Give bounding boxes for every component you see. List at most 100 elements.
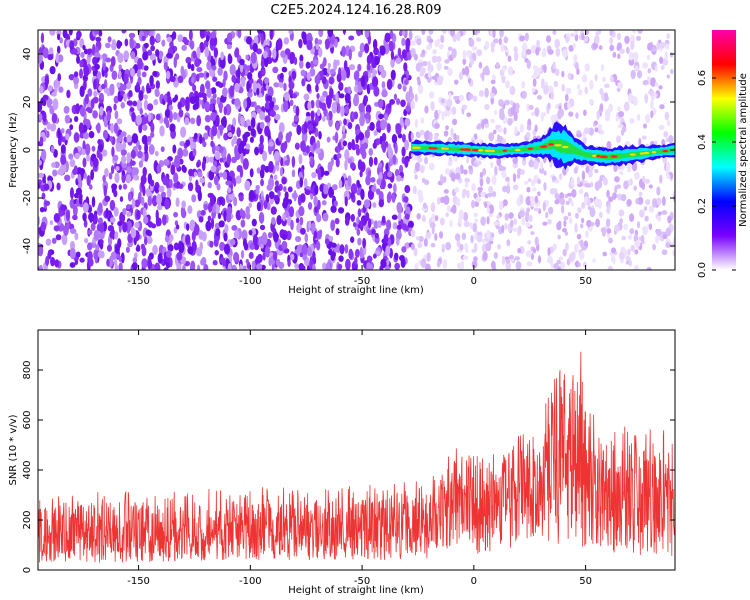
spectrogram-noise-cell: [514, 102, 520, 110]
spectrogram-noise-cell: [126, 211, 132, 217]
spectrogram-noise-cell: [218, 82, 224, 88]
spectrogram-noise-cell: [156, 217, 162, 227]
spectrogram-noise-cell: [301, 243, 308, 255]
spectrogram-noise-cell: [249, 242, 255, 250]
spectrogram-noise-cell: [53, 225, 60, 232]
spectrogram-noise-cell: [299, 177, 304, 188]
spectrogram-noise-cell: [142, 51, 148, 61]
spectrogram-noise-cell: [39, 85, 44, 94]
spectrogram-noise-cell: [48, 47, 54, 55]
spectrogram-noise-cell: [130, 51, 136, 60]
spectrogram-noise-cell: [260, 178, 264, 187]
spectrogram-noise-cell: [525, 210, 529, 219]
spectrogram-noise-cell: [473, 162, 478, 167]
spectrogram-noise-cell: [168, 233, 174, 242]
spectrogram-noise-cell: [198, 229, 204, 240]
spectrogram-noise-cell: [565, 35, 569, 44]
spectrogram-noise-cell: [178, 109, 184, 118]
spectrogram-noise-cell: [592, 258, 596, 263]
spectrogram-noise-cell: [505, 258, 511, 264]
spectrogram-noise-cell: [397, 47, 402, 57]
spectrogram-noise-cell: [495, 61, 500, 69]
spectrogram-noise-cell: [126, 152, 132, 164]
spectrogram-noise-cell: [155, 33, 161, 42]
spectrogram-noise-cell: [519, 123, 525, 133]
spectrogram-noise-cell: [347, 141, 353, 151]
spectrogram-noise-cell: [344, 196, 348, 207]
spectrogram-noise-cell: [244, 180, 251, 191]
spectrogram-noise-cell: [104, 195, 111, 202]
spectrogram-noise-cell: [82, 202, 89, 214]
spectrogram-noise-cell: [188, 30, 193, 41]
spectrogram-noise-cell: [667, 215, 672, 224]
spectrogram-noise-cell: [227, 131, 233, 138]
spectrogram-noise-cell: [563, 216, 569, 221]
spectrogram-noise-cell: [365, 129, 370, 139]
spectrogram-noise-cell: [422, 177, 426, 184]
spectrogram-noise-cell: [69, 187, 74, 200]
spectrogram-noise-cell: [306, 83, 312, 92]
spectrogram-noise-cell: [55, 52, 59, 64]
spectrogram-noise-cell: [447, 161, 453, 167]
spectrogram-noise-cell: [169, 179, 173, 189]
spectrogram-noise-cell: [347, 122, 353, 130]
spectrogram-noise-cell: [586, 198, 591, 207]
spectrogram-noise-cell: [454, 187, 460, 193]
spectrogram-noise-cell: [652, 198, 658, 208]
spectrogram-noise-cell: [390, 57, 395, 68]
spectrogram-noise-cell: [276, 214, 282, 226]
spectrogram-noise-cell: [472, 222, 478, 233]
spectrogram-noise-cell: [38, 215, 41, 226]
spectrogram-noise-cell: [69, 247, 76, 260]
spectrogram-noise-cell: [316, 230, 322, 239]
spectrogram-noise-cell: [219, 124, 223, 136]
spectrogram-noise-cell: [347, 157, 352, 164]
spectrogram-noise-cell: [456, 31, 461, 42]
spectrogram-noise-cell: [468, 165, 473, 170]
spectrogram-noise-cell: [614, 224, 620, 233]
spectrogram-noise-cell: [348, 64, 356, 71]
snr-x-tick-label: -150: [127, 576, 150, 587]
spectrogram-noise-cell: [644, 215, 649, 222]
spectrogram-noise-cell: [252, 234, 258, 246]
spectrogram-noise-cell: [410, 40, 416, 46]
spectrogram-y-tick-label: 0: [22, 147, 33, 153]
spectrogram-noise-cell: [226, 153, 232, 165]
signal-peak-cell: [662, 149, 669, 153]
spectrogram-noise-cell: [431, 55, 438, 63]
spectrogram-noise-cell: [312, 251, 316, 261]
spectrogram-noise-cell: [650, 95, 655, 101]
spectrogram-noise-cell: [565, 166, 569, 173]
spectrogram-noise-cell: [251, 218, 257, 227]
spectrogram-noise-cell: [278, 131, 283, 142]
spectrogram-noise-cell: [237, 67, 241, 79]
spectrogram-noise-cell: [83, 78, 87, 91]
spectrogram-noise-cell: [447, 67, 453, 77]
spectrogram-noise-cell: [42, 47, 49, 59]
spectrogram-noise-cell: [259, 224, 266, 231]
spectrogram-noise-cell: [365, 118, 369, 124]
spectrogram-noise-cell: [56, 33, 61, 41]
spectrogram-noise-cell: [476, 49, 483, 57]
spectrogram-noise-cell: [138, 122, 143, 134]
spectrogram-noise-cell: [456, 239, 461, 248]
spectrogram-noise-cell: [219, 241, 225, 252]
spectrogram-noise-cell: [190, 63, 195, 72]
spectrogram-noise-cell: [396, 202, 403, 213]
spectrogram-noise-cell: [69, 159, 76, 168]
spectrogram-noise-cell: [480, 191, 486, 198]
spectrogram-noise-cell: [118, 64, 122, 71]
spectrogram-noise-cell: [217, 212, 222, 220]
spectrogram-noise-cell: [139, 107, 143, 115]
spectrogram-noise-cell: [240, 219, 246, 228]
spectrogram-noise-cell: [79, 257, 85, 263]
colorbar-label: Normalized spectral amplitude: [738, 73, 749, 227]
spectrogram-noise-cell: [529, 196, 535, 203]
spectrogram-noise-cell: [98, 153, 103, 162]
spectrogram-noise-cell: [356, 200, 362, 206]
spectrogram-noise-cell: [387, 170, 393, 178]
spectrogram-noise-cell: [656, 197, 662, 206]
spectrogram-noise-cell: [94, 63, 100, 70]
spectrogram-noise-cell: [196, 264, 201, 270]
